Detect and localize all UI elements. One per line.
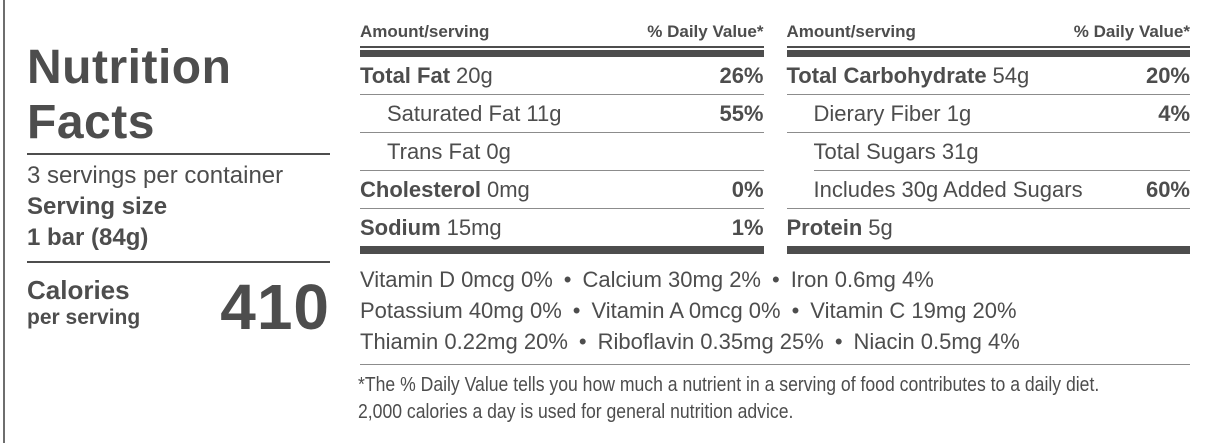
nutrient-name: Total Sugars 31g: [813, 138, 979, 164]
title-rule: [27, 153, 330, 155]
row-saturated-fat: Saturated Fat 11g 55%: [360, 95, 764, 132]
row-divider: [360, 170, 764, 171]
row-divider: [360, 94, 764, 95]
nutrient-dv: 0%: [731, 176, 764, 202]
micronutrients-line-2: Potassium 40mg 0% • Vitamin A 0mcg 0% • …: [360, 298, 1017, 323]
nutrient-dv: 20%: [1145, 62, 1190, 88]
bottom-thick-bar: [360, 246, 764, 254]
footnote: *The % Daily Value tells you how much a …: [358, 372, 1218, 426]
nutrition-table-right: Amount/serving % Daily Value* Total Carb…: [786, 22, 1191, 254]
nutrient-name: Saturated Fat 11g: [387, 100, 562, 126]
row-divider: [360, 208, 764, 209]
nutrient-name: Cholesterol 0mg: [360, 176, 530, 202]
amount-header: Amount/serving: [360, 22, 490, 41]
micronutrients-section: Vitamin D 0mcg 0% • Calcium 30mg 2% • Ir…: [360, 264, 1190, 357]
row-added-sugars: Includes 30g Added Sugars 60%: [787, 171, 1191, 208]
nutrient-dv: 60%: [1145, 176, 1190, 202]
row-protein: Protein 5g: [787, 209, 1191, 246]
nutrition-table-left: Amount/serving % Daily Value* Total Fat 2…: [360, 22, 764, 254]
nutrient-dv: 1%: [731, 214, 764, 240]
micronutrients-line-1: Vitamin D 0mcg 0% • Calcium 30mg 2% • Ir…: [360, 267, 934, 292]
row-dietary-fiber: Dierary Fiber 1g 4%: [787, 95, 1191, 132]
nutrition-facts-title: Nutrition Facts: [27, 41, 232, 149]
row-divider: [786, 94, 1190, 95]
calories-labels: Calories per serving: [27, 275, 140, 330]
left-panel: Nutrition Facts 3 servings per container…: [27, 0, 330, 343]
nutrient-dv: 55%: [719, 100, 764, 126]
amount-header: Amount/serving: [786, 22, 916, 41]
servings-per-container: 3 servings per container: [27, 162, 284, 189]
footnote-line-1: *The % Daily Value tells you how much a …: [358, 374, 1100, 396]
calories-label: Calories: [27, 275, 130, 305]
nutrient-name: Trans Fat 0g: [387, 138, 511, 164]
daily-value-header: % Daily Value*: [1073, 22, 1190, 41]
serving-info: 3 servings per container Serving size 1 …: [27, 160, 330, 253]
calories-rule: [27, 261, 330, 263]
calories-sublabel: per serving: [27, 306, 141, 329]
header-thick-bar: [786, 50, 1190, 57]
calories-value: 410: [220, 271, 330, 343]
nutrient-name: Protein 5g: [786, 214, 893, 240]
left-border-line: [3, 0, 5, 443]
nutrient-name: Sodium 15mg: [360, 214, 502, 240]
row-divider: [786, 132, 1190, 133]
table-header: Amount/serving % Daily Value*: [786, 22, 1190, 48]
row-trans-fat: Trans Fat 0g: [360, 133, 764, 170]
footnote-line-2: 2,000 calories a day is used for general…: [358, 401, 794, 423]
bottom-thick-bar: [786, 246, 1190, 254]
footnote-rule: [360, 364, 1190, 365]
nutrient-name: Dierary Fiber 1g: [813, 100, 972, 126]
serving-size-label: Serving size: [27, 193, 168, 220]
row-cholesterol: Cholesterol 0mg 0%: [360, 171, 764, 208]
nutrient-dv: 4%: [1158, 100, 1190, 126]
row-total-sugars: Total Sugars 31g: [787, 133, 1191, 170]
table-header: Amount/serving % Daily Value*: [360, 22, 764, 48]
micronutrients-line-3: Thiamin 0.22mg 20% • Riboflavin 0.35mg 2…: [360, 329, 1020, 354]
daily-value-header: % Daily Value*: [647, 22, 764, 41]
nutrient-columns: Amount/serving % Daily Value* Total Fat 2…: [360, 22, 1190, 254]
serving-size-value: 1 bar (84g): [27, 224, 149, 251]
row-divider: [360, 132, 764, 133]
nutrient-name: Total Carbohydrate 54g: [786, 62, 1030, 88]
header-thick-bar: [360, 50, 764, 57]
row-divider-indented: [813, 170, 1190, 171]
nutrient-name: Total Fat 20g: [360, 62, 493, 88]
row-divider: [786, 208, 1190, 209]
calories-row: Calories per serving 410: [27, 270, 330, 343]
row-total-fat: Total Fat 20g 26%: [360, 57, 764, 94]
row-total-carbohydrate: Total Carbohydrate 54g 20%: [787, 57, 1191, 94]
nutrient-dv: 26%: [719, 62, 764, 88]
nutrient-name: Includes 30g Added Sugars: [813, 176, 1083, 202]
row-sodium: Sodium 15mg 1%: [360, 209, 764, 246]
